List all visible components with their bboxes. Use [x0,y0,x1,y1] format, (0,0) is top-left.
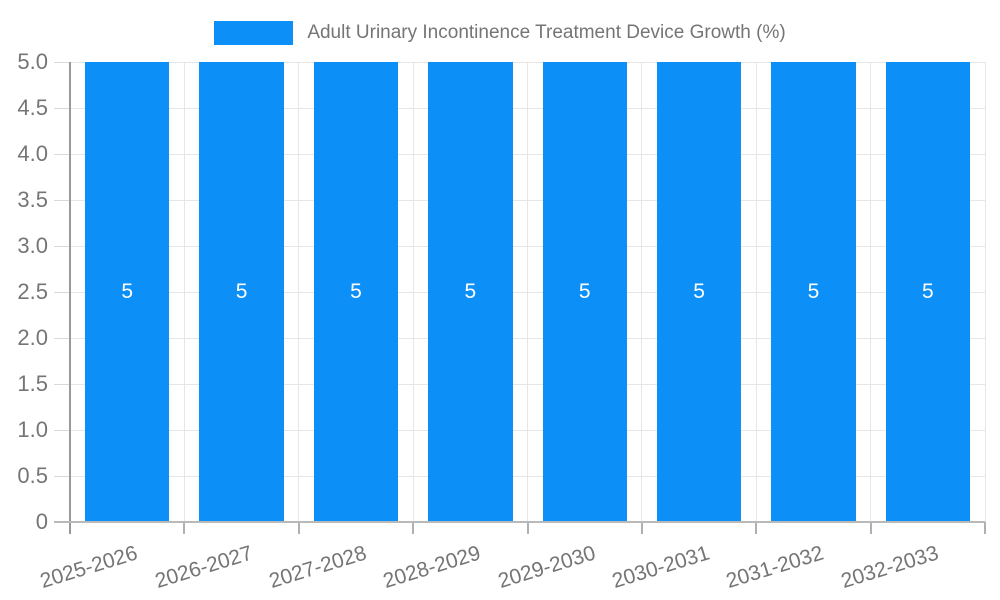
y-tick-label: 2.0 [17,325,48,350]
y-axis-tick [54,337,70,339]
y-axis-tick [54,61,70,63]
bar[interactable] [199,62,284,522]
bar[interactable] [313,62,399,522]
y-axis-line [69,62,71,534]
gridline-vertical [984,62,986,522]
y-axis-tick [54,383,70,385]
y-axis-tick [54,429,70,431]
gridline-vertical [527,62,528,522]
y-axis-tick [54,107,70,109]
y-tick-label: 4.5 [17,95,48,120]
x-axis-tick [755,522,758,534]
bar-value-label: 5 [693,280,705,303]
y-axis-tick [54,199,70,201]
y-tick-label: 2.5 [17,279,48,304]
gridline-vertical [755,62,757,522]
bar-value-label: 5 [807,280,820,303]
gridline-vertical [183,62,185,522]
gridline-vertical [870,62,872,522]
bar-value-label: 5 [921,280,934,303]
y-axis-tick [54,291,70,293]
x-axis-line [54,521,985,523]
y-tick-label: 5.0 [17,49,48,74]
y-axis-tick [54,475,70,477]
y-tick-label: 1.5 [17,371,48,396]
bar-value-label: 5 [235,280,248,303]
bar[interactable] [542,62,627,522]
bar-value-label: 5 [578,280,591,303]
bar-value-label: 5 [464,280,477,303]
bar[interactable] [656,62,742,522]
y-tick-label: 1.0 [17,417,48,442]
bar[interactable] [885,62,970,522]
y-axis-tick [54,245,70,247]
x-axis-tick [412,522,415,534]
y-tick-label: 3.5 [17,187,48,212]
bar[interactable] [428,62,513,522]
bar-value-label: 5 [121,280,134,303]
legend-swatch [214,21,294,45]
gridline-vertical [298,62,300,522]
x-axis-tick [183,522,186,534]
bar[interactable] [771,62,856,522]
x-axis-tick [640,522,643,534]
x-axis-tick [526,522,529,534]
bar[interactable] [85,62,170,522]
gridline-vertical [412,62,414,522]
y-axis-tick [54,153,70,155]
y-tick-label: 0 [35,509,48,534]
x-axis-tick [297,522,300,534]
y-tick-label: 3.0 [17,233,48,258]
x-axis-tick [869,522,872,534]
legend[interactable]: Adult Urinary Incontinence Treatment Dev… [0,19,1000,47]
y-tick-label: 4.0 [17,141,48,166]
bar-value-label: 5 [350,280,362,303]
y-tick-label: 0.5 [17,463,48,488]
x-axis-tick [984,522,986,534]
gridline-vertical [641,62,643,522]
chart-title: Adult Urinary Incontinence Treatment Dev… [307,22,786,43]
